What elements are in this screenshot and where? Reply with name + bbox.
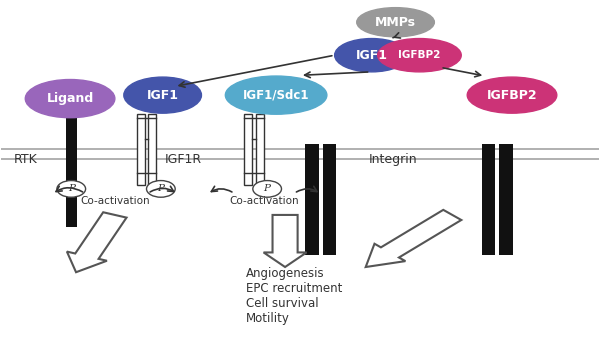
Bar xyxy=(137,114,145,186)
Ellipse shape xyxy=(467,77,557,113)
Text: IGF1/Sdc1: IGF1/Sdc1 xyxy=(243,89,310,101)
Bar xyxy=(499,144,512,255)
Bar xyxy=(323,144,337,255)
Text: MMPs: MMPs xyxy=(375,16,416,29)
Polygon shape xyxy=(67,212,127,272)
Text: P: P xyxy=(68,184,75,194)
Text: Ligand: Ligand xyxy=(46,92,94,105)
Text: IGFBP2: IGFBP2 xyxy=(398,50,440,60)
Text: EPC recruitment: EPC recruitment xyxy=(246,282,343,295)
Ellipse shape xyxy=(335,38,409,72)
Text: IGF1: IGF1 xyxy=(356,49,388,62)
Text: Co-activation: Co-activation xyxy=(80,196,149,206)
Polygon shape xyxy=(263,215,307,267)
Bar xyxy=(66,118,77,227)
Text: Co-activation: Co-activation xyxy=(229,196,299,206)
Polygon shape xyxy=(365,210,461,267)
Text: P: P xyxy=(263,184,271,194)
Ellipse shape xyxy=(226,76,327,114)
Text: Integrin: Integrin xyxy=(368,153,417,166)
Bar xyxy=(256,114,263,186)
Bar xyxy=(244,114,252,186)
Ellipse shape xyxy=(25,79,115,118)
Ellipse shape xyxy=(357,8,434,37)
Bar xyxy=(148,114,156,186)
Text: IGF1R: IGF1R xyxy=(165,153,202,166)
Text: IGF1: IGF1 xyxy=(146,89,179,101)
Ellipse shape xyxy=(124,77,202,113)
Text: P: P xyxy=(157,184,164,194)
Circle shape xyxy=(253,181,281,197)
Circle shape xyxy=(146,181,175,197)
Bar xyxy=(482,144,494,255)
Circle shape xyxy=(57,181,86,197)
Text: Motility: Motility xyxy=(246,312,290,325)
Ellipse shape xyxy=(377,38,461,72)
Text: Angiogenesis: Angiogenesis xyxy=(246,267,325,280)
Text: Cell survival: Cell survival xyxy=(246,297,319,310)
Text: IGFBP2: IGFBP2 xyxy=(487,89,538,101)
Bar xyxy=(305,144,319,255)
Text: RTK: RTK xyxy=(13,153,37,166)
